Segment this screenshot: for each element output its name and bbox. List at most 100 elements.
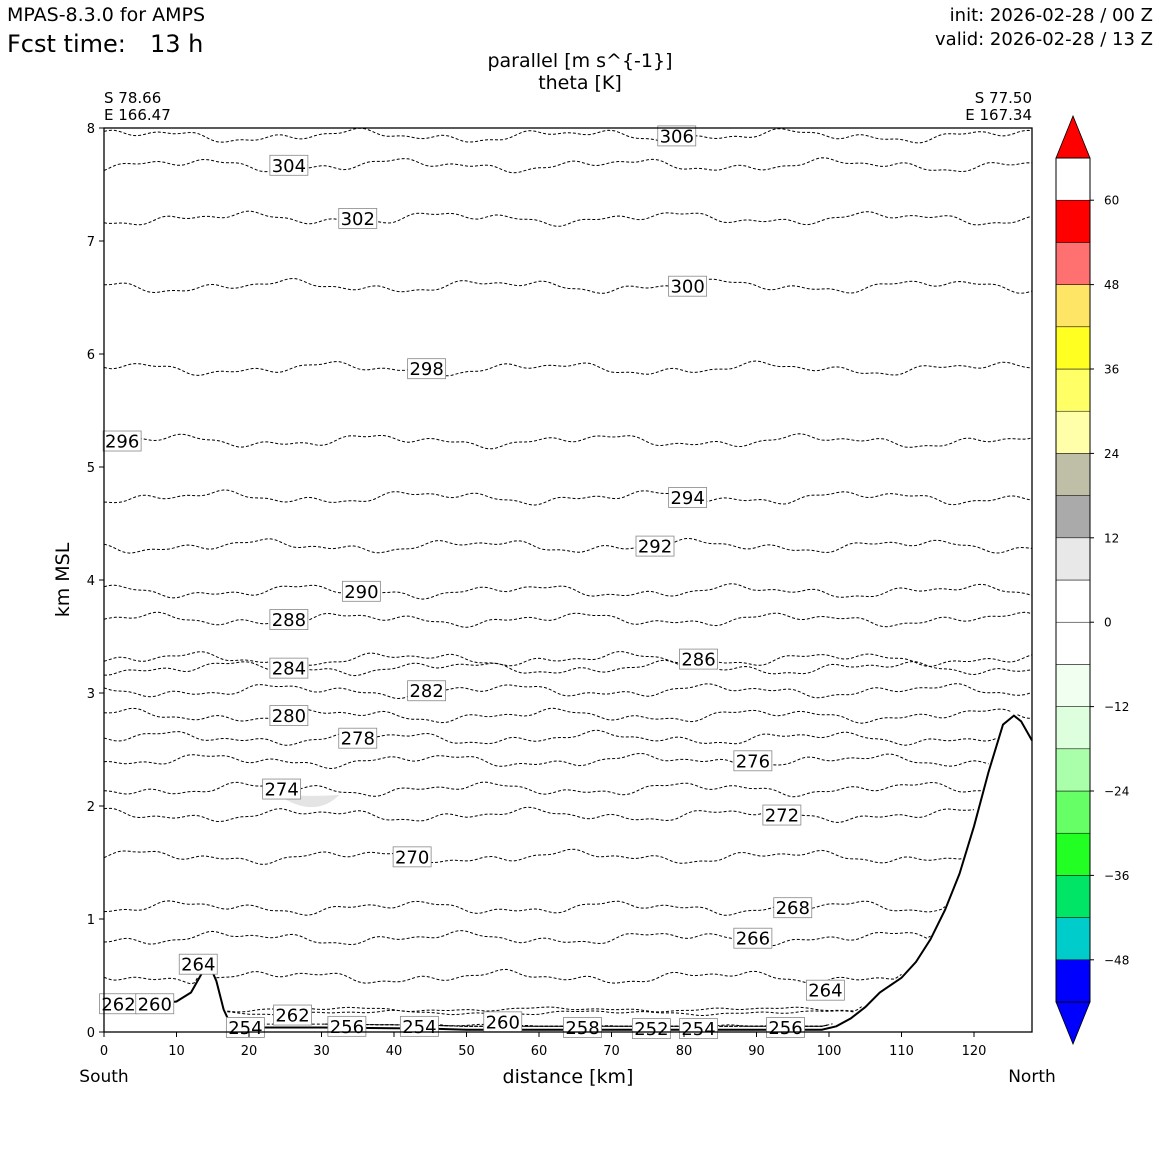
chart-title-line1: parallel [m s^{-1}] [487,50,672,72]
x-tick-label: 80 [676,1044,693,1059]
contour-label-text: 260 [486,1012,520,1033]
theta-contour-line [104,968,902,985]
contour-label: 266 [733,927,773,950]
contour-label: 254 [399,1015,439,1038]
colorbar-frame [1055,157,1091,1003]
colorbar-bin [1055,199,1091,243]
contour-label-text: 290 [344,582,378,603]
theta-contour-lines [104,128,1032,1027]
theta-contour-line [104,157,1032,174]
contour-label: 256 [327,1015,367,1038]
x-tick-label: 60 [531,1044,548,1059]
colorbar-bin [1055,959,1091,1003]
contour-label: 306 [657,125,697,147]
colorbar-bin [1055,748,1091,792]
colorbar-bin [1055,875,1091,918]
contour-label: 276 [733,750,773,772]
contour-label-text: 266 [736,929,770,950]
contour-label: 282 [407,680,447,702]
theta-contour-line [104,848,964,865]
colorbar-tick-label: 36 [1104,363,1119,377]
y-tick-label: 5 [87,461,95,476]
theta-contour-line [104,489,1032,506]
theta-contour-line [104,360,1032,377]
contour-label: 272 [762,804,802,827]
colorbar-bin [1055,495,1091,539]
contour-label-text: 276 [736,751,770,772]
contour-label-text: 254 [228,1018,262,1039]
contour-label-text: 262 [101,994,135,1015]
contour-label: 302 [338,207,378,230]
y-tick-label: 1 [87,913,95,928]
theta-contour-line [104,707,1032,724]
contour-label-text: 298 [409,359,443,380]
contour-label: 278 [338,727,378,750]
y-tick-label: 6 [87,348,95,363]
x-tick-label: 10 [168,1044,185,1059]
contour-label: 288 [269,609,309,631]
x-tick-label: 70 [603,1044,620,1059]
contour-label: 260 [483,1011,523,1033]
contour-label-text: 274 [264,780,298,801]
contour-label-text: 306 [660,126,694,147]
left-end-lon: E 166.47 [104,106,171,124]
colorbar-bin [1055,368,1091,412]
contour-label: 284 [269,657,309,680]
y-axis: 0 1 2 3 4 5 6 7 8 [87,122,104,1041]
contour-label: 254 [225,1017,265,1039]
contour-label-text: 280 [272,706,306,727]
theta-contour-line [104,537,1032,554]
colorbar-tick-label: 48 [1104,278,1119,292]
contour-label: 298 [407,358,447,380]
contour-label: 304 [269,154,309,177]
colorbar-tick-label: 60 [1104,194,1119,208]
theta-contour-line [104,930,931,947]
contour-label-text: 256 [768,1018,802,1039]
theta-contour-line [104,128,1032,144]
contour-label: 252 [631,1018,671,1040]
contour-label-text: 264 [808,981,842,1002]
theta-contour-line [227,1009,855,1017]
contour-label-text: 302 [341,209,375,230]
y-tick-label: 7 [87,235,95,250]
contour-label-text: 270 [395,847,429,868]
forecast-time-value: 13 h [150,30,204,58]
south-direction-label: South [79,1067,128,1087]
contour-label: 296 [102,430,142,453]
contour-label-text: 268 [776,898,810,919]
contour-label-text: 264 [181,955,215,976]
theta-contour-line [104,659,1032,677]
x-axis-label: distance [km] [503,1066,634,1088]
colorbar-tick-label: −36 [1104,869,1129,883]
contour-label: 294 [668,487,708,509]
init-time: init: 2026-02-28 / 00 Z [949,5,1153,26]
colorbar-bin [1055,284,1091,328]
colorbar-tick-label: −24 [1104,785,1129,799]
colorbar-bin [1055,242,1091,285]
contour-label-text: 286 [681,650,715,671]
contour-label: 280 [269,705,309,727]
colorbar-bin [1055,326,1091,370]
contour-label-text: 260 [138,994,172,1015]
colorbar-over-arrow [1055,114,1091,159]
contour-label: 300 [668,275,708,298]
theta-contour-line [104,651,1032,667]
contour-label-text: 282 [409,681,443,702]
y-axis-label: km MSL [52,542,74,617]
theta-contour-line [104,683,1032,700]
y-tick-label: 8 [87,122,95,137]
colorbar-tick-label: −48 [1104,953,1129,967]
contour-label-text: 288 [272,610,306,631]
x-tick-label: 20 [241,1044,258,1059]
colorbar-bin [1055,664,1091,707]
theta-contour-line [104,433,1032,450]
colorbar-tick-label: 12 [1104,531,1119,545]
x-tick-label: 50 [458,1044,475,1059]
y-tick-label: 3 [87,687,95,702]
contour-label: 286 [679,648,718,671]
contour-label-text: 256 [330,1017,364,1038]
theta-contour-line [104,752,989,770]
colorbar-bin [1055,453,1091,496]
contour-label-text: 254 [402,1017,436,1038]
x-tick-label: 120 [962,1044,987,1059]
